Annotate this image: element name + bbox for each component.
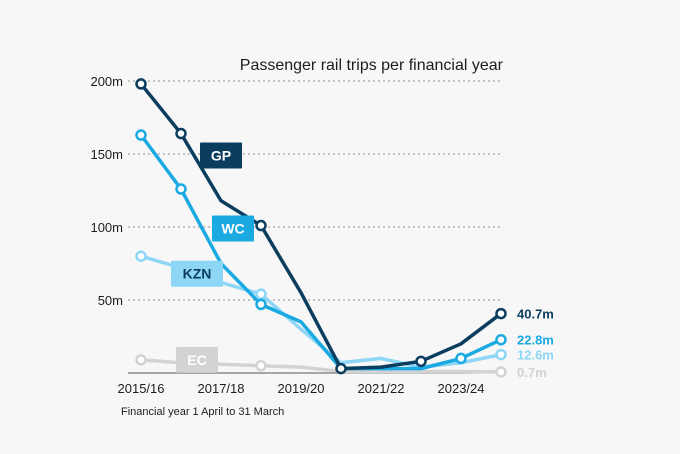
end-label-ec: 0.7m [517,365,547,380]
data-point-wc [175,183,187,195]
end-label-gp: 40.7m [517,307,554,322]
data-point-gp [415,355,427,368]
data-point-gp [135,78,147,90]
series-line-wc [139,133,503,371]
data-point-gp [335,362,347,375]
series-badge-label: GP [211,147,231,163]
series-badge-label: KZN [183,266,212,282]
data-point-kzn [135,250,147,262]
series-line-gp [139,82,503,371]
data-point-gp [255,219,267,232]
y-tick-label: 100m [90,220,123,235]
y-tick-label: 50m [98,293,123,308]
x-tick-label: 2021/22 [358,381,405,396]
series-badge-label: EC [187,352,206,368]
series-badge-kzn [171,260,223,287]
x-tick-label: 2019/20 [278,381,325,396]
end-label-wc: 22.8m [517,333,554,348]
series-badge-gp [200,142,242,169]
chart-title: Passenger rail trips per financial year [240,57,504,74]
data-point-kzn [255,288,267,300]
y-tick-label: 150m [90,147,123,162]
data-point-wc [455,352,467,365]
x-axis-note: Financial year 1 April to 31 March [121,406,284,418]
series-badge-ec [176,346,218,373]
data-point-ec [255,359,267,372]
x-tick-label: 2015/16 [118,381,165,396]
series-badge-wc [212,215,254,242]
data-point-gp [175,127,187,140]
data-point-gp [495,307,507,320]
data-point-wc [255,298,267,311]
data-point-wc [135,129,147,141]
x-tick-label: 2017/18 [198,381,245,396]
series-badge-label: WC [221,220,244,236]
y-tick-label: 200m [90,74,123,89]
data-point-ec [495,366,507,378]
x-tick-label: 2023/24 [438,381,485,396]
data-point-kzn [495,348,507,361]
end-label-kzn: 12.6m [517,348,554,363]
data-point-wc [495,333,507,346]
data-point-ec [135,354,147,366]
